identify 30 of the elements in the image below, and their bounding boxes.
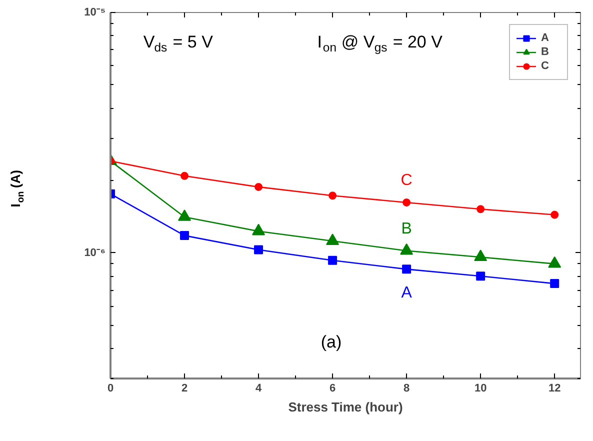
x-tick-label: 4 xyxy=(255,382,262,394)
y-tick-label: 10⁻⁶ xyxy=(84,246,106,259)
x-tick-label: 8 xyxy=(404,382,410,394)
text: B xyxy=(401,220,412,238)
point xyxy=(328,192,337,200)
point xyxy=(550,279,560,288)
y-tick-label: 10⁻⁵ xyxy=(84,6,106,18)
point xyxy=(402,264,412,274)
text: C xyxy=(400,172,412,189)
x-tick-label: 2 xyxy=(181,382,188,394)
point xyxy=(180,231,190,240)
y-axis-title: Ion (A) xyxy=(8,170,26,208)
point xyxy=(254,182,263,191)
x-tick-label: 12 xyxy=(548,382,561,394)
point xyxy=(328,256,338,265)
point xyxy=(476,272,486,281)
text: A xyxy=(401,284,412,302)
annotation: (a) xyxy=(320,332,342,352)
legend-label: C xyxy=(541,59,550,73)
point xyxy=(550,210,559,219)
point xyxy=(402,198,411,206)
legend-label: A xyxy=(541,31,550,45)
point xyxy=(476,205,485,214)
legend-label: B xyxy=(541,45,550,59)
point xyxy=(254,245,264,254)
x-tick-label: 10 xyxy=(474,382,487,394)
x-axis-title: Stress Time (hour) xyxy=(288,400,403,414)
point xyxy=(180,172,189,180)
x-tick-label: 0 xyxy=(107,382,114,394)
x-tick-label: 6 xyxy=(329,382,336,394)
